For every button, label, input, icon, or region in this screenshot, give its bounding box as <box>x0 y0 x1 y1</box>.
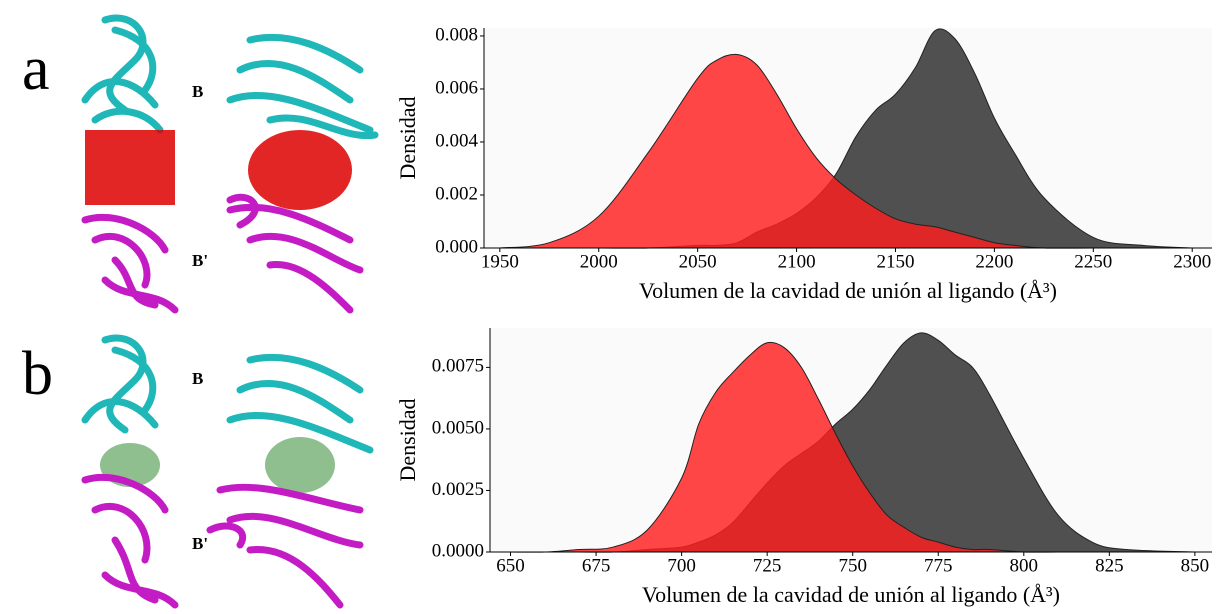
protein-b-right <box>206 353 374 609</box>
x-tick-label: 2300 <box>1173 251 1211 272</box>
protein-a-right <box>226 33 379 314</box>
density-area <box>510 341 1195 553</box>
x-tick-label: 650 <box>496 555 525 576</box>
x-tick-label: 2100 <box>778 251 816 272</box>
y-tick-label: 0.004 <box>435 130 478 151</box>
x-tick-label: 800 <box>1010 555 1039 576</box>
density-area <box>499 53 1193 249</box>
x-tick-label: 2200 <box>975 251 1013 272</box>
y-axis-label: Densidad <box>395 96 420 179</box>
y-tick-label: 0.000 <box>435 236 478 257</box>
x-tick-label: 725 <box>753 555 782 576</box>
x-tick-label: 775 <box>924 555 953 576</box>
y-tick-label: 0.0000 <box>432 540 484 561</box>
chain-label: B' <box>192 251 208 270</box>
y-tick-label: 0.008 <box>435 24 478 45</box>
y-axis-label: Densidad <box>395 398 420 481</box>
x-tick-label: 700 <box>667 555 696 576</box>
x-tick-label: 2150 <box>876 251 914 272</box>
x-tick-label: 675 <box>582 555 611 576</box>
chain-label: B' <box>192 534 208 553</box>
y-tick-label: 0.0075 <box>432 356 484 377</box>
x-tick-label: 750 <box>838 555 867 576</box>
y-tick-label: 0.0025 <box>432 479 484 500</box>
x-tick-label: 825 <box>1095 555 1124 576</box>
x-axis-label: Volumen de la cavidad de unión al ligand… <box>642 582 1060 607</box>
panel-label: b <box>22 340 53 408</box>
y-tick-label: 0.0050 <box>432 417 484 438</box>
x-tick-label: 2000 <box>580 251 618 272</box>
x-tick-label: 2050 <box>679 251 717 272</box>
panel-label: a <box>22 35 50 103</box>
x-tick-label: 850 <box>1181 555 1210 576</box>
y-tick-label: 0.002 <box>435 183 478 204</box>
x-axis-label: Volumen de la cavidad de unión al ligand… <box>639 278 1057 303</box>
protein-a-left <box>81 14 179 314</box>
y-tick-label: 0.006 <box>435 77 478 98</box>
x-tick-label: 1950 <box>481 251 519 272</box>
x-tick-label: 2250 <box>1074 251 1112 272</box>
chain-label: B <box>192 369 203 388</box>
protein-b-left <box>81 334 179 609</box>
chain-label: B <box>192 82 203 101</box>
